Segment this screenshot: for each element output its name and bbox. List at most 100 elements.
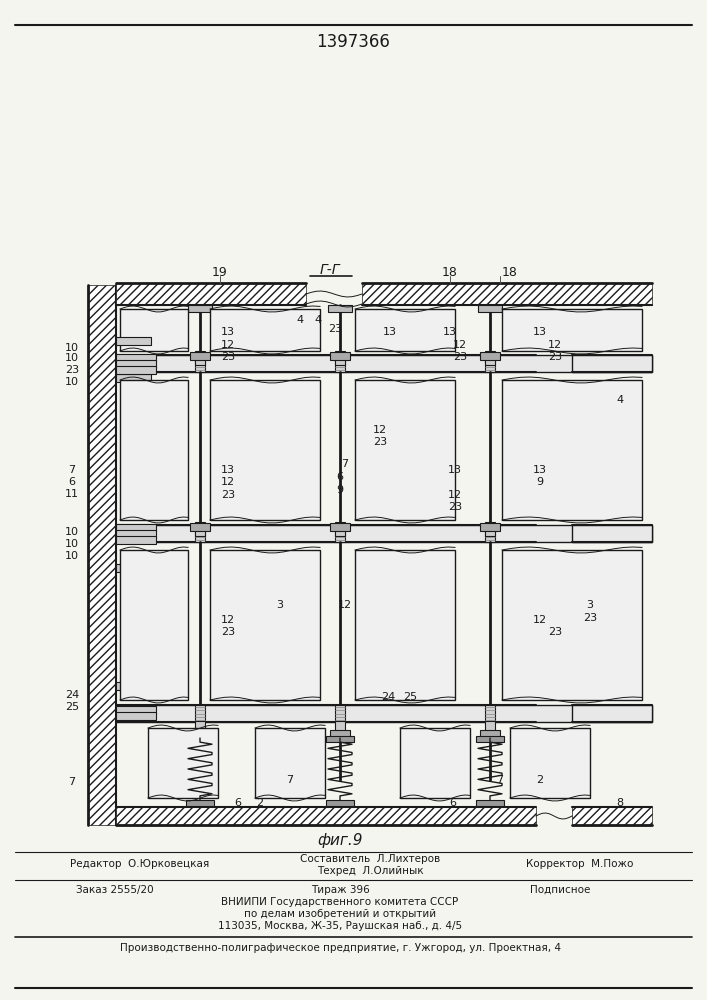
Bar bbox=[572, 525, 652, 542]
Text: 6: 6 bbox=[69, 477, 76, 487]
Bar bbox=[210, 380, 320, 520]
Bar bbox=[255, 728, 325, 798]
Bar bbox=[476, 736, 504, 742]
Bar bbox=[485, 721, 495, 733]
Bar bbox=[210, 309, 320, 351]
Bar bbox=[572, 355, 652, 372]
Bar bbox=[190, 352, 210, 360]
Bar bbox=[485, 351, 495, 365]
Text: 23: 23 bbox=[548, 627, 562, 637]
Text: 23: 23 bbox=[583, 613, 597, 623]
Text: фиг.9: фиг.9 bbox=[317, 832, 363, 848]
Bar bbox=[116, 807, 536, 825]
Text: 6: 6 bbox=[235, 798, 242, 808]
Bar bbox=[335, 355, 345, 372]
Bar bbox=[480, 352, 500, 360]
Text: 12: 12 bbox=[373, 425, 387, 435]
Text: Тираж 396: Тираж 396 bbox=[310, 885, 369, 895]
Bar bbox=[116, 525, 652, 542]
Bar bbox=[328, 305, 352, 312]
Bar bbox=[116, 705, 652, 722]
Bar bbox=[116, 366, 156, 374]
Text: 23: 23 bbox=[453, 352, 467, 362]
Text: 23: 23 bbox=[65, 365, 79, 375]
Text: 13: 13 bbox=[533, 465, 547, 475]
Text: Редактор  О.Юрковецкая: Редактор О.Юрковецкая bbox=[71, 859, 209, 869]
Bar bbox=[195, 705, 205, 722]
Text: Производственно-полиграфическое предприятие, г. Ужгород, ул. Проектная, 4: Производственно-полиграфическое предприя… bbox=[119, 943, 561, 953]
Bar bbox=[485, 522, 495, 536]
Text: Г-Г: Г-Г bbox=[320, 263, 340, 277]
Bar bbox=[116, 536, 156, 544]
Bar bbox=[335, 721, 345, 733]
Text: 10: 10 bbox=[65, 527, 79, 537]
Text: 23: 23 bbox=[328, 324, 342, 334]
Text: 12: 12 bbox=[548, 340, 562, 350]
Text: 9: 9 bbox=[337, 485, 344, 495]
Text: 19: 19 bbox=[212, 266, 228, 279]
Bar bbox=[510, 728, 590, 798]
Bar bbox=[190, 523, 210, 531]
Text: 23: 23 bbox=[221, 490, 235, 500]
Bar bbox=[116, 355, 652, 372]
Bar bbox=[502, 309, 642, 351]
Text: 10: 10 bbox=[65, 539, 79, 549]
Bar bbox=[116, 530, 156, 538]
Text: 10: 10 bbox=[65, 377, 79, 387]
Bar bbox=[480, 730, 500, 738]
Text: 23: 23 bbox=[373, 437, 387, 447]
Bar bbox=[362, 283, 652, 305]
Bar bbox=[572, 807, 652, 825]
Bar bbox=[116, 527, 151, 535]
Text: ВНИИПИ Государственного комитета СССР: ВНИИПИ Государственного комитета СССР bbox=[221, 897, 459, 907]
Bar bbox=[116, 712, 156, 720]
Bar bbox=[195, 525, 205, 542]
Bar bbox=[116, 283, 306, 305]
Text: 23: 23 bbox=[221, 627, 235, 637]
Bar bbox=[330, 523, 350, 531]
Text: 4: 4 bbox=[617, 395, 624, 405]
Bar bbox=[116, 337, 151, 345]
Text: 13: 13 bbox=[221, 465, 235, 475]
Bar bbox=[485, 355, 495, 372]
Text: 2: 2 bbox=[257, 798, 264, 808]
Text: 7: 7 bbox=[496, 775, 503, 785]
Text: по делам изобретений и открытий: по делам изобретений и открытий bbox=[244, 909, 436, 919]
Text: 10: 10 bbox=[65, 551, 79, 561]
Bar bbox=[355, 550, 455, 700]
Bar bbox=[120, 550, 188, 700]
Bar bbox=[478, 305, 502, 312]
Bar bbox=[186, 800, 214, 806]
Bar bbox=[572, 705, 652, 722]
Text: 1397366: 1397366 bbox=[316, 33, 390, 51]
Bar bbox=[116, 360, 156, 368]
Text: 23: 23 bbox=[448, 502, 462, 512]
Bar bbox=[186, 736, 214, 742]
Text: 2: 2 bbox=[537, 775, 544, 785]
Bar bbox=[400, 728, 470, 798]
Text: 12: 12 bbox=[533, 615, 547, 625]
Text: 12: 12 bbox=[338, 600, 352, 610]
Bar bbox=[502, 380, 642, 520]
Bar bbox=[148, 728, 218, 798]
Bar bbox=[335, 522, 345, 536]
Bar bbox=[195, 522, 205, 536]
Text: 12: 12 bbox=[221, 615, 235, 625]
Bar bbox=[335, 525, 345, 542]
Text: Заказ 2555/20: Заказ 2555/20 bbox=[76, 885, 154, 895]
Text: 11: 11 bbox=[65, 489, 79, 499]
Bar bbox=[355, 380, 455, 520]
Bar bbox=[210, 550, 320, 700]
Bar bbox=[116, 707, 151, 715]
Bar bbox=[330, 352, 350, 360]
Bar bbox=[195, 355, 205, 372]
Bar bbox=[335, 351, 345, 365]
Text: 24: 24 bbox=[65, 690, 79, 700]
Bar bbox=[480, 523, 500, 531]
Bar bbox=[120, 309, 188, 351]
Bar bbox=[485, 525, 495, 542]
Text: 24: 24 bbox=[381, 692, 395, 702]
Bar bbox=[502, 550, 642, 700]
Bar bbox=[326, 736, 354, 742]
Bar bbox=[485, 705, 495, 722]
